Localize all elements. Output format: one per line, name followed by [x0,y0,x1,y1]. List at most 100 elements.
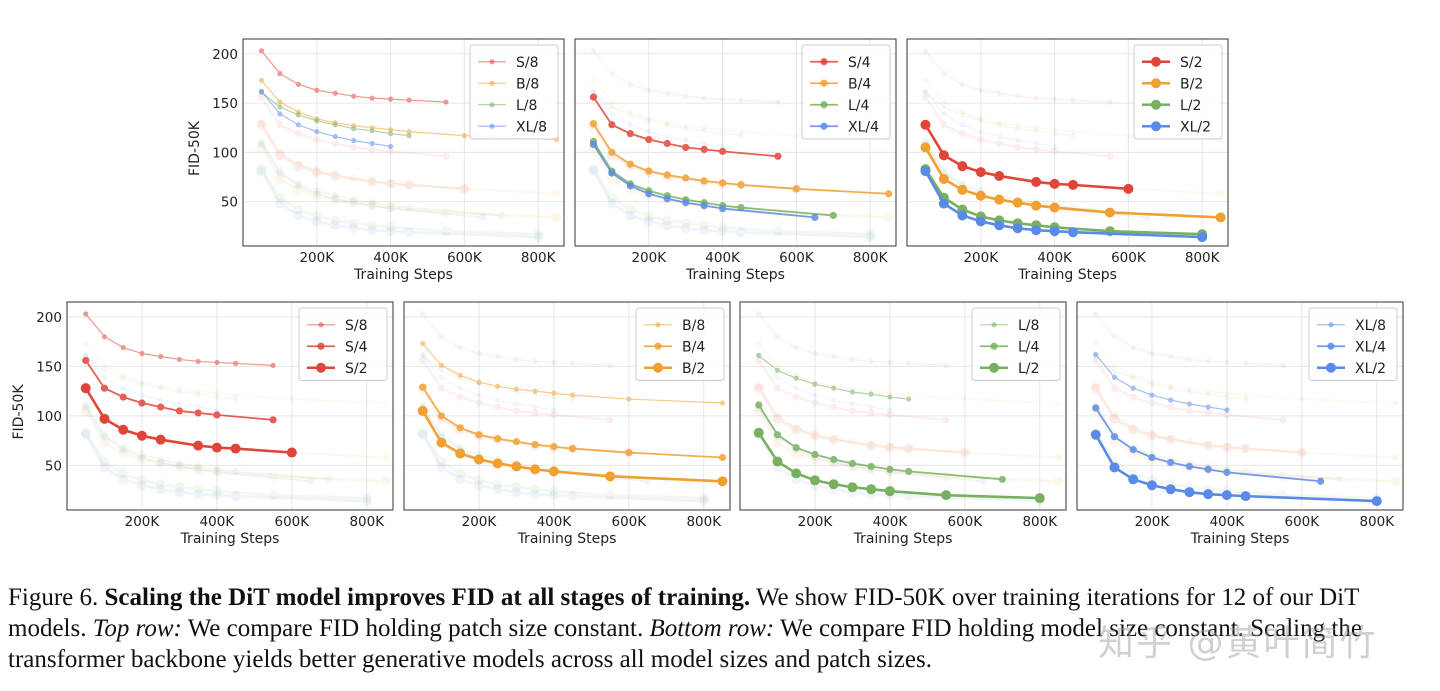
legend-entry: S/4 [307,339,368,355]
series-line [260,90,391,148]
data-point [792,424,800,432]
data-point [774,374,781,380]
x-tick-label: 800K [1185,250,1221,266]
data-point [1205,358,1211,365]
data-point [1278,471,1289,482]
data-point [569,444,577,453]
data-point [627,109,633,115]
series-line [924,80,1221,141]
series-S-8 [420,311,613,368]
data-point [369,128,375,134]
data-point [211,466,222,477]
data-point [1146,430,1157,441]
data-point [1129,393,1137,401]
x-tick-label: 200K [963,250,999,266]
data-point [387,131,394,137]
x-tick-label: 600K [948,514,984,530]
data-point [1034,493,1045,504]
legend-label: XL/4 [1355,339,1386,355]
data-point [1167,458,1175,467]
data-point [443,99,449,105]
data-point [155,484,166,495]
data-point [717,226,728,237]
data-point [903,443,914,454]
data-point [957,184,968,195]
data-point [922,88,929,94]
data-point [1148,399,1156,407]
data-point [1092,356,1100,365]
panel-bottom-3: 200K 400K 600K 800K Training Steps L/8 L/4 L/2 [739,301,1067,547]
data-point [920,142,931,153]
series-XL-8 [590,88,726,150]
data-point [885,190,893,198]
data-point [1243,360,1249,367]
legend-entry: B/2 [644,361,705,377]
series-S-8 [258,48,449,105]
legend-swatch-marker [489,59,495,65]
data-point [1031,200,1042,211]
data-point [277,99,283,105]
data-point [664,122,670,128]
data-point [589,140,598,149]
data-point [83,341,89,347]
data-point [831,385,837,391]
x-tick-label: 400K [873,514,909,530]
series-line [592,90,723,148]
legend-entry: L/4 [810,98,870,114]
panel-top-1: 200K 400K 600K 800K Training Steps 50 100 150 20… [187,38,565,283]
data-point [1070,133,1076,139]
data-point [772,413,783,424]
data-point [868,391,874,397]
data-point [348,218,359,229]
series-B-4 [1092,383,1400,462]
data-point [1033,125,1039,131]
data-point [473,480,484,491]
data-point [311,167,322,178]
series-line [260,143,483,219]
legend-label: B/4 [682,339,705,355]
data-point [996,120,1002,126]
data-point [719,143,726,150]
data-point [494,403,502,411]
data-point [643,216,654,227]
data-point [213,411,221,419]
data-point [368,201,376,210]
data-point [755,383,763,391]
data-point [1107,99,1113,105]
data-point [627,122,633,128]
data-point [553,190,561,198]
data-point [962,396,968,402]
data-point [367,200,378,211]
data-point [1055,400,1062,406]
data-point [1068,179,1079,190]
data-point [314,87,320,93]
data-point [849,389,856,395]
data-point [1110,384,1119,392]
series-B-8 [83,341,389,406]
y-tick-label: 150 [36,359,62,375]
data-point [276,167,284,175]
caption-text-2: We compare FID holding patch size consta… [187,615,644,642]
series-XL-8 [420,351,557,413]
data-point [495,383,501,389]
data-point [405,181,413,189]
data-point [1203,489,1214,500]
data-point [793,133,799,139]
data-point [625,448,633,457]
data-point [511,482,522,493]
legend-swatch-marker [1327,342,1335,350]
panel-bottom-1: 200K 400K 600K 800K Training Steps 50 100 150 20… [11,301,394,547]
data-point [350,174,358,182]
data-point [311,216,322,227]
data-point [461,133,467,139]
data-point [884,442,895,453]
data-point [532,404,538,410]
data-point [589,120,598,128]
data-point [738,97,744,103]
y-tick-label: 100 [212,145,238,161]
data-point [331,139,339,148]
data-point [460,185,468,193]
data-point [1279,416,1287,424]
data-point [941,99,947,105]
data-point [975,216,986,227]
